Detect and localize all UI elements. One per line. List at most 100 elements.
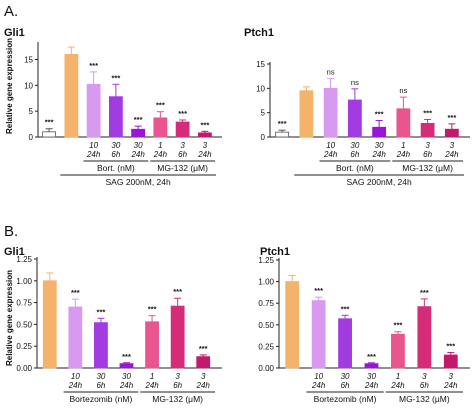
x-category-label: 10 24h [86, 141, 101, 159]
x-category-label: 1 24h [144, 372, 159, 390]
bar [94, 322, 108, 369]
y-axis-label-b: Relative gene expression [5, 270, 14, 366]
significance-label: *** [367, 352, 376, 361]
significance-label: *** [156, 101, 165, 110]
y-tick-label: 1.25 [258, 256, 274, 265]
y-tick-label: 15 [24, 56, 33, 65]
bar [299, 90, 314, 138]
significance-label: *** [134, 115, 143, 124]
x-category-label: 3 6h [420, 372, 429, 390]
chart-gli1-b: Gli1 0.00 0.25 0.50 0.75 1.00 1.25 *** *** *** ***… [4, 246, 222, 404]
y-tick-label: 0 [261, 133, 266, 142]
y-tick-label: 15 [256, 60, 265, 69]
y-tick-label: 0.75 [16, 299, 32, 308]
chart-title: Gli1 [4, 27, 25, 39]
y-tick-label: 0.25 [16, 342, 32, 351]
significance-label: ns [399, 86, 407, 95]
significance-label: ns [327, 68, 335, 77]
x-category-label: 3 24h [443, 372, 458, 390]
x-category-label: 30 6h [341, 372, 350, 390]
bar [86, 83, 101, 138]
bar [372, 126, 387, 138]
y-tick-label: 0.50 [16, 320, 32, 329]
y-tick-label: 0 [29, 133, 34, 142]
x-category-label: 3 6h [178, 141, 187, 159]
bar [444, 128, 459, 138]
significance-label: *** [122, 352, 131, 361]
chart-title: Ptch1 [260, 246, 290, 258]
bar [197, 132, 212, 138]
y-tick-label: 10 [256, 84, 265, 93]
x-category-label: 30 24h [364, 372, 379, 390]
bar [417, 306, 432, 369]
significance-label: *** [278, 119, 287, 128]
significance-label: *** [45, 118, 54, 127]
bar [285, 281, 300, 369]
bar [170, 305, 185, 369]
significance-label: *** [97, 307, 106, 316]
panel-label-b: B. [4, 223, 18, 240]
bar [338, 318, 352, 369]
x-category-label: 10 24h [323, 141, 338, 159]
bar [443, 354, 458, 369]
bar [311, 300, 326, 369]
y-tick-label: 5 [261, 109, 266, 118]
x-category-label: 3 24h [196, 372, 211, 390]
x-category-label: 30 24h [130, 141, 145, 159]
y-tick-label: 0.75 [258, 299, 274, 308]
group-label: MG-132 (μM) [402, 163, 453, 173]
bar [323, 87, 338, 138]
significance-label: *** [375, 109, 384, 118]
y-tick-label: 10 [24, 81, 33, 90]
significance-label: *** [71, 288, 80, 297]
chart-title: Gli1 [4, 246, 25, 258]
group-label: Bortezomib (nM) [314, 394, 377, 404]
y-tick-label: 1.00 [16, 277, 32, 286]
group-label: Bortezomib (nM) [70, 394, 133, 404]
bar [42, 131, 57, 138]
x-category-label: 1 24h [396, 141, 411, 159]
x-category-label: 1 24h [390, 372, 405, 390]
y-tick-label: 0.00 [16, 364, 32, 373]
significance-label: *** [423, 108, 432, 117]
group-label: MG-132 (μM) [399, 394, 450, 404]
y-tick-label: 0.00 [258, 364, 274, 373]
x-category-label: 3 24h [444, 141, 459, 159]
bar [275, 131, 290, 138]
significance-label: *** [89, 61, 98, 70]
bar [131, 128, 146, 138]
bar [119, 363, 134, 369]
x-category-label: 30 24h [371, 141, 386, 159]
significance-label: *** [178, 109, 187, 118]
y-tick-label: 0.25 [258, 342, 274, 351]
x-category-label: 30 6h [96, 372, 105, 390]
bar [108, 96, 123, 138]
bar [42, 280, 57, 369]
x-category-label: 10 24h [68, 372, 83, 390]
bar [145, 321, 159, 369]
chart-ptch1-b: Ptch1 0.00 0.25 0.50 0.75 1.00 1.25 *** *** *** **… [258, 246, 470, 404]
bar [68, 306, 83, 369]
bar [347, 99, 362, 138]
x-category-label: 3 6h [423, 141, 432, 159]
bar [153, 117, 168, 138]
significance-label: ns [351, 78, 359, 87]
chart-gli1-a: Gli1 0 5 10 15 *** *** *** *** *** *** *** 10 24h 30 6h… [4, 27, 222, 187]
significance-label: *** [148, 305, 157, 314]
bar [420, 122, 435, 138]
significance-label: *** [111, 73, 120, 82]
group-label: MG-132 (μM) [152, 394, 203, 404]
x-category-label: 1 24h [153, 141, 168, 159]
y-tick-label: 5 [29, 107, 34, 116]
y-tick-label: 1.00 [258, 278, 274, 287]
y-tick-label: 0.50 [258, 321, 274, 330]
bar [196, 356, 211, 369]
significance-label: *** [394, 321, 403, 330]
significance-label: *** [200, 120, 209, 129]
x-category-label: 30 6h [350, 141, 359, 159]
bar [364, 363, 379, 369]
significance-label: *** [447, 113, 456, 122]
treatment-label: SAG 200nM, 24h [106, 177, 171, 187]
x-category-label: 3 24h [197, 141, 212, 159]
